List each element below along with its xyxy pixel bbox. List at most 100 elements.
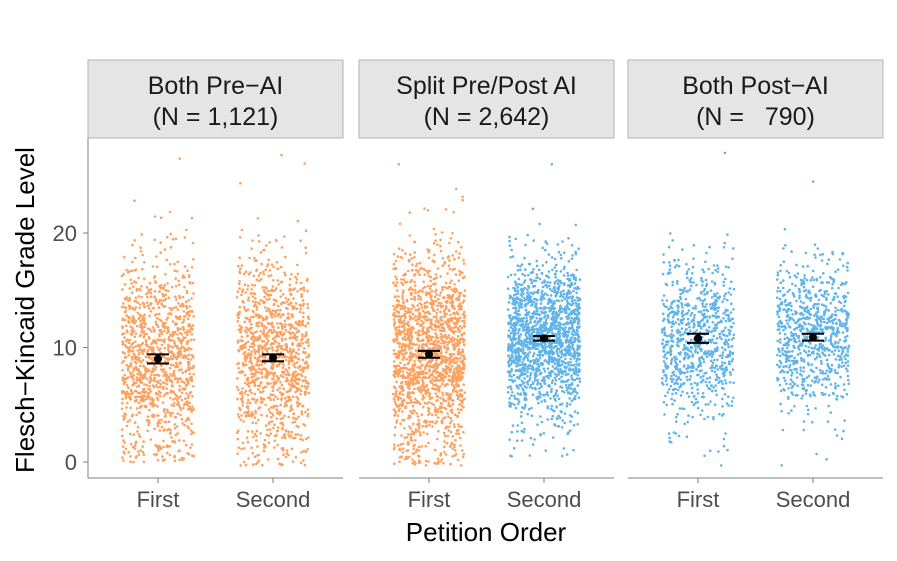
- data-point: [546, 275, 549, 278]
- data-point: [435, 314, 438, 318]
- data-point: [182, 336, 185, 339]
- data-point: [290, 430, 294, 434]
- data-point: [182, 403, 186, 407]
- data-point: [166, 451, 169, 455]
- data-point: [444, 358, 448, 362]
- data-point: [251, 345, 254, 349]
- data-point: [276, 412, 279, 415]
- data-point: [264, 318, 268, 321]
- data-point: [408, 348, 411, 351]
- data-point: [244, 389, 248, 393]
- data-point: [447, 321, 451, 324]
- data-point: [176, 432, 179, 435]
- data-point: [288, 283, 292, 287]
- data-point: [399, 374, 403, 378]
- data-point: [401, 370, 405, 373]
- data-point: [275, 417, 279, 420]
- data-point: [417, 418, 421, 422]
- data-point: [460, 464, 463, 467]
- data-point: [554, 379, 558, 382]
- data-point: [409, 410, 412, 413]
- data-point: [567, 378, 570, 382]
- data-point: [440, 315, 443, 319]
- data-point: [251, 421, 255, 425]
- data-point: [295, 361, 299, 364]
- data-point: [169, 396, 172, 400]
- data-point: [271, 372, 274, 375]
- data-point: [298, 342, 302, 346]
- data-point: [178, 449, 181, 452]
- data-point: [451, 254, 455, 257]
- data-point: [192, 454, 196, 458]
- data-point: [140, 233, 144, 236]
- data-point: [452, 211, 456, 214]
- data-point: [461, 313, 465, 316]
- data-point: [253, 432, 257, 436]
- data-point: [461, 455, 465, 459]
- data-point: [276, 429, 280, 433]
- data-point: [290, 377, 294, 381]
- data-point: [451, 360, 455, 363]
- data-point: [575, 360, 578, 363]
- data-point: [296, 433, 300, 436]
- data-point: [288, 336, 292, 340]
- data-point: [272, 383, 276, 386]
- data-point: [268, 347, 271, 350]
- data-point: [437, 363, 441, 366]
- data-point: [416, 376, 420, 379]
- data-point: [178, 439, 181, 442]
- data-point: [279, 302, 283, 306]
- data-point: [149, 347, 152, 351]
- data-point: [432, 260, 436, 264]
- data-point: [300, 412, 304, 416]
- data-point: [401, 447, 405, 451]
- data-point: [243, 411, 246, 414]
- data-point: [243, 320, 247, 324]
- data-point: [157, 312, 161, 316]
- data-point: [301, 334, 304, 338]
- data-point: [138, 406, 142, 409]
- data-point: [254, 368, 258, 372]
- data-point: [181, 371, 184, 375]
- data-point: [455, 311, 459, 315]
- data-point: [137, 343, 140, 347]
- data-point: [273, 423, 276, 427]
- data-point: [173, 454, 176, 458]
- data-point: [410, 297, 413, 301]
- data-point: [521, 406, 524, 409]
- data-point: [271, 377, 274, 381]
- data-point: [122, 414, 125, 418]
- data-point: [397, 295, 400, 298]
- data-point: [236, 319, 239, 323]
- mean-point: [269, 353, 277, 362]
- data-point: [143, 348, 146, 351]
- data-point: [391, 392, 395, 396]
- data-point: [453, 346, 457, 350]
- data-point: [156, 405, 159, 408]
- data-point: [459, 316, 462, 320]
- data-point: [157, 306, 161, 309]
- data-point: [560, 317, 564, 320]
- data-point: [186, 360, 190, 364]
- data-point: [432, 227, 436, 231]
- data-point: [434, 299, 438, 303]
- data-point: [429, 284, 433, 288]
- data-point: [407, 455, 411, 459]
- data-point: [418, 376, 422, 379]
- data-point: [289, 323, 292, 326]
- data-point: [283, 405, 286, 408]
- data-point: [439, 396, 442, 400]
- data-point: [249, 368, 252, 372]
- data-point: [439, 244, 442, 248]
- data-point: [397, 404, 401, 407]
- data-point: [190, 353, 194, 357]
- data-point: [512, 446, 516, 450]
- data-point: [236, 431, 239, 435]
- data-point: [418, 289, 422, 293]
- data-point: [458, 403, 461, 406]
- data-point: [301, 350, 305, 354]
- data-point: [253, 256, 256, 260]
- data-point: [253, 296, 257, 300]
- data-point: [130, 333, 134, 336]
- data-point: [280, 334, 284, 337]
